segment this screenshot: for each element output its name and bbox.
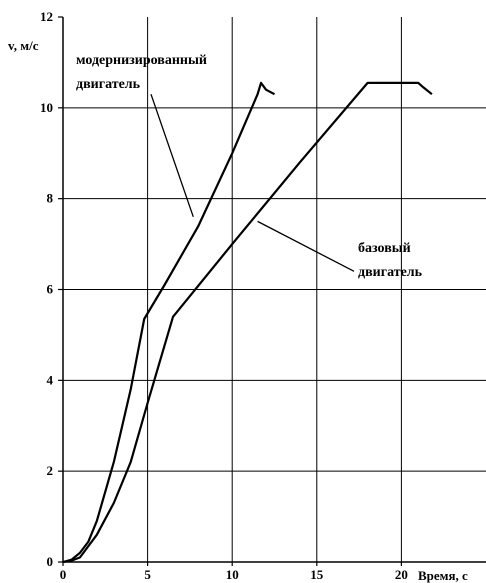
- axes: [58, 16, 486, 566]
- annotation-base-line2: двигатель: [358, 265, 423, 280]
- y-tick-label-8: 8: [47, 191, 54, 206]
- x-tick-label-0: 0: [60, 567, 67, 582]
- base-engine-line: [62, 81, 433, 564]
- annotation-base-line1: базовый: [358, 241, 411, 256]
- leader-base: [257, 220, 355, 272]
- x-tick-label-15: 15: [310, 567, 324, 582]
- leader-modernized: [150, 93, 194, 218]
- y-tick-label-4: 4: [47, 372, 54, 387]
- series-lines: [62, 81, 433, 564]
- x-tick-label-5: 5: [144, 567, 151, 582]
- annotation-modern-line2: двигатель: [76, 77, 141, 92]
- x-tick-label-10: 10: [226, 567, 239, 582]
- annotation-modern-line1: модернизированный: [76, 53, 207, 68]
- y-tick-label-6: 6: [47, 282, 54, 297]
- x-tick-labels: 0 5 10 15 20: [60, 567, 408, 582]
- modernized-engine-line: [62, 81, 276, 564]
- y-tick-labels: 0 2 4 6 8 10 12: [40, 9, 54, 569]
- x-axis-label: Время, с: [418, 568, 468, 583]
- y-tick-label-0: 0: [47, 554, 54, 569]
- y-axis-label: v, м/с: [8, 38, 39, 53]
- x-tick-label-20: 20: [395, 567, 408, 582]
- y-tick-label-2: 2: [47, 463, 54, 478]
- grid: [63, 17, 486, 562]
- y-tick-label-10: 10: [40, 100, 53, 115]
- y-tick-label-12: 12: [40, 9, 53, 24]
- annotation-leaders: [150, 93, 355, 272]
